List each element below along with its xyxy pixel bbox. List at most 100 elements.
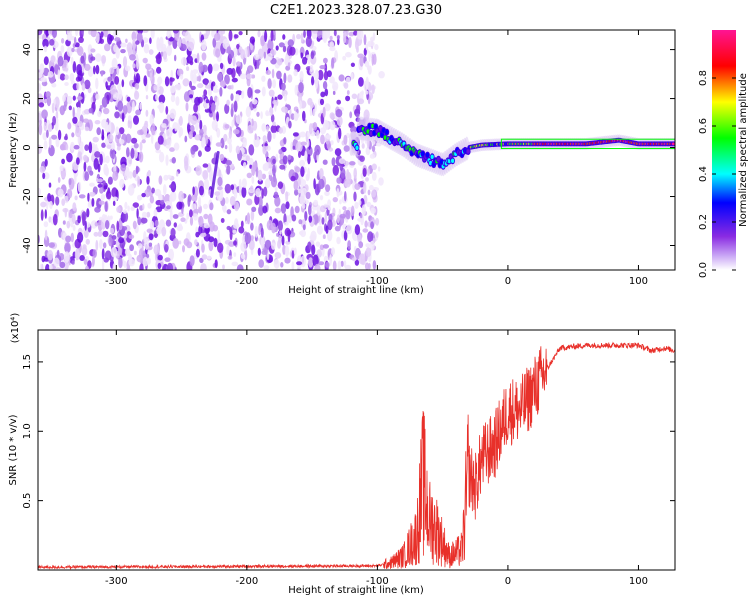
heatmap-noise-cell [141,211,148,218]
heatmap-noise-cell [184,31,191,41]
heatmap-noise-cell [72,116,78,124]
heatmap-noise-cell [99,153,103,166]
heatmap-noise-cell [350,62,355,67]
heatmap-noise-cell [308,215,313,223]
heatmap-noise-cell [220,189,224,197]
heatmap-noise-cell [114,111,120,119]
heatmap-noise-cell [134,82,140,90]
heatmap-noise-cell [108,120,112,131]
heatmap-noise-cell [48,144,55,157]
heatmap-noise-cell [81,30,84,35]
colorbar-label: Normalized spectral amplitude [738,73,749,227]
heatmap-noise-cell [371,84,375,95]
spectrogram-x-tick-label: -100 [366,276,389,287]
heatmap-noise-cell [184,135,188,143]
heatmap-noise-cell [331,247,335,256]
heatmap-noise-cell [342,32,347,44]
heatmap-noise-cell [143,75,148,87]
heatmap-noise-cell [49,39,55,46]
heatmap-noise-cell [151,187,156,194]
heatmap-noise-cell [122,226,128,231]
heatmap-noise-cell [132,63,136,69]
heatmap-noise-cell [343,134,348,145]
heatmap-noise-cell [148,233,154,241]
heatmap-noise-cell [84,79,91,90]
heatmap-noise-cell [156,66,162,74]
heatmap-noise-cell [43,221,49,228]
heatmap-noise-cell [222,264,225,270]
heatmap-noise-cell [77,215,81,224]
heatmap-noise-cell [378,177,384,186]
heatmap-noise-cell [204,178,210,190]
heatmap-noise-cell [111,149,116,160]
heatmap-noise-cell [271,68,275,79]
heatmap-noise-cell [67,122,72,130]
spectrogram-x-tick-label: -200 [236,276,259,287]
heatmap-noise-cell [104,201,108,212]
heatmap-noise-cell [316,225,323,235]
heatmap-noise-cell [116,206,121,213]
heatmap-noise-cell [372,32,376,41]
heatmap-noise-cell [95,93,100,100]
heatmap-noise-cell [353,167,358,180]
heatmap-noise-cell [363,47,367,57]
heatmap-noise-cell [177,37,182,48]
heatmap-noise-cell [338,127,342,140]
heatmap-noise-cell [81,82,86,91]
heatmap-noise-cell [52,213,58,226]
heatmap-noise-cell [299,70,304,81]
heatmap-noise-cell [94,120,101,125]
heatmap-noise-cell [299,131,307,138]
heatmap-noise-cell [46,95,52,107]
heatmap-noise-cell [246,73,253,80]
heatmap-noise-cell [216,127,221,138]
heatmap-noise-cell [275,45,279,51]
heatmap-noise-cell [265,161,269,170]
heatmap-noise-cell [250,209,255,221]
heatmap-noise-cell [178,240,182,245]
heatmap-noise-cell [190,85,196,91]
heatmap-noise-cell [128,234,135,240]
heatmap-noise-cell [131,31,137,42]
heatmap-noise-cell [272,158,276,165]
heatmap-noise-cell [261,86,266,97]
heatmap-noise-cell [68,105,73,111]
heatmap-noise-cell [334,148,342,157]
heatmap-noise-cell [293,111,299,122]
heatmap-noise-cell [82,118,90,124]
heatmap-noise-cell [172,214,179,219]
heatmap-noise-cell [183,57,186,66]
heatmap-noise-cell [279,230,282,235]
heatmap-noise-cell [324,103,331,112]
heatmap-noise-cell [166,205,171,210]
heatmap-noise-cell [322,119,329,131]
heatmap-noise-cell [67,188,73,199]
heatmap-noise-cell [314,144,321,156]
heatmap-noise-cell [308,204,312,216]
heatmap-noise-cell [204,79,208,86]
heatmap-noise-cell [87,201,93,208]
heatmap-noise-cell [263,265,270,270]
heatmap-noise-cell [372,53,377,65]
heatmap-noise-cell [38,187,41,197]
heatmap-noise-cell [148,49,154,55]
heatmap-noise-cell [194,239,198,246]
heatmap-noise-cell [71,132,75,138]
heatmap-noise-cell [272,121,276,126]
heatmap-noise-cell [224,124,230,129]
heatmap-noise-cell [299,192,306,205]
heatmap-noise-cell [109,67,115,75]
heatmap-noise-cell [166,45,172,56]
heatmap-noise-cell [305,36,312,48]
heatmap-noise-cell [61,38,65,44]
heatmap-noise-cell [41,263,44,270]
heatmap-noise-cell [290,175,296,182]
heatmap-noise-cell [293,69,298,77]
heatmap-noise-cell [231,103,234,110]
heatmap-noise-cell [157,76,163,85]
heatmap-noise-cell [312,30,318,34]
heatmap-noise-cell [66,220,71,229]
heatmap-noise-cell [132,220,137,230]
heatmap-noise-cell [149,195,155,204]
heatmap-noise-cell [292,132,299,137]
